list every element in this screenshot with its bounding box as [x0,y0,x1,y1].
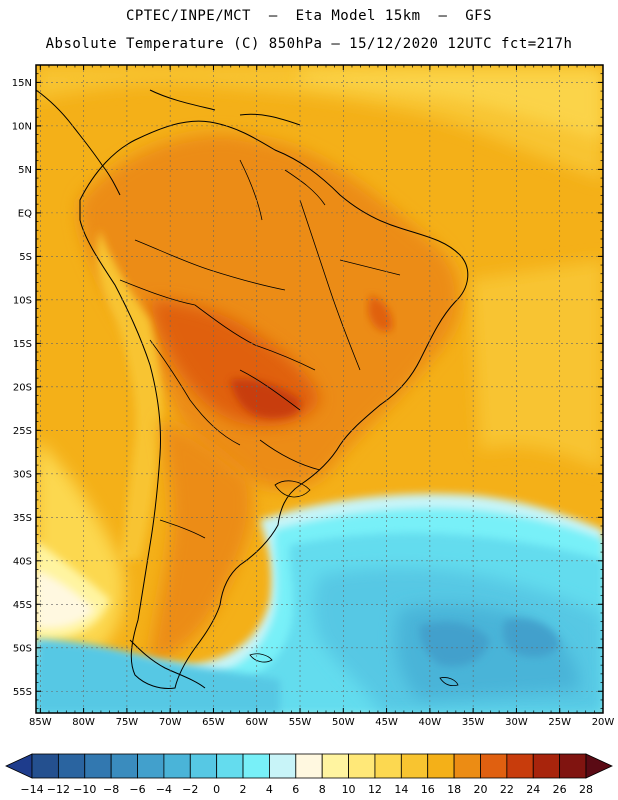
colorbar-swatch [242,753,270,779]
colorbar-label: 16 [421,783,435,796]
colorbar-swatch [559,753,587,779]
title-line-1: CPTEC/INPE/MCT – Eta Model 15km – GFS [125,8,493,24]
colorbar-label: 26 [553,783,567,796]
lon-label: 25W [548,717,571,728]
temperature-field [36,65,603,713]
lon-label: 40W [419,717,442,728]
colorbar-label: 6 [292,783,299,796]
title-line-2: Absolute Temperature (C) 850hPa – 15/12/… [45,36,573,52]
colorbar-label: −6 [129,783,145,796]
lon-label: 60W [245,717,268,728]
colorbar-swatch [84,753,112,779]
colorbar-label: −10 [73,783,96,796]
colorbar-max-arrow [585,753,613,779]
colorbar-swatch [57,753,86,779]
lat-label: 10S [13,295,32,306]
lat-label: 5S [19,252,32,263]
lat-label: 55S [13,687,32,698]
colorbar-label: 24 [526,783,540,796]
colorbar-swatch [31,753,59,779]
colorbar-label: −14 [20,783,43,796]
colorbar-swatch [163,753,191,779]
colorbar-swatch [532,753,561,779]
lon-label: 55W [289,717,312,728]
lon-label: 65W [202,717,225,728]
colorbar-label: 4 [266,783,273,796]
lon-label: 20W [592,717,615,728]
colorbar-min-arrow [5,753,33,779]
lat-label: 5N [18,165,32,176]
colorbar-label: −12 [47,783,70,796]
colorbar-label: 12 [368,783,382,796]
colorbar-swatch [348,753,376,779]
colorbar-swatch [400,753,429,779]
colorbar-swatch [269,753,297,779]
colorbar-label: −4 [156,783,172,796]
colorbar-swatch [295,753,323,779]
lat-label: 25S [13,426,32,437]
lat-label: 40S [13,556,32,567]
lat-label: 45S [13,600,32,611]
colorbar-swatch [427,753,455,779]
colorbar-swatch [453,753,481,779]
lat-label: 10N [12,121,32,132]
coastlines [36,89,469,689]
colorbar-label: −2 [182,783,198,796]
lat-label: 30S [13,469,32,480]
lat-label: 15S [13,339,32,350]
colorbar: −14 −12 −10 −8 −6 −4 −2 0 2 4 6 8 10 12 14 16 18 20 22 24 26… [5,753,613,796]
colorbar-label: 18 [447,783,461,796]
lon-label: 35W [462,717,485,728]
latitude-axis: 15N 10N 5N EQ 5S 10S 15S 20S 25S 30S 35S 40S 45S 50S 5… [12,73,603,710]
lon-label: 80W [72,717,95,728]
colorbar-swatch [506,753,534,779]
colorbar-swatch [374,753,402,779]
lon-label: 30W [505,717,528,728]
colorbar-label: 22 [500,783,514,796]
lat-label: 15N [12,78,32,89]
colorbar-swatch [110,753,138,779]
map-frame [35,64,604,714]
lat-label: 35S [13,513,32,524]
colorbar-label: −8 [103,783,119,796]
colorbar-label: 14 [394,783,408,796]
colorbar-swatch [216,753,244,779]
lon-label: 50W [332,717,355,728]
lat-label: EQ [18,208,32,219]
colorbar-label: 0 [213,783,220,796]
colorbar-label: 8 [319,783,326,796]
longitude-axis: 85W 80W 75W 70W 65W 60W 55W 50W 45W 40W 35W 30W 25W 2… [29,65,614,728]
colorbar-label: 2 [240,783,247,796]
lon-label: 70W [159,717,182,728]
colorbar-swatch [137,753,165,779]
lat-label: 50S [13,643,32,654]
lon-label: 85W [29,717,52,728]
lat-label: 20S [13,382,32,393]
lon-label: 45W [375,717,398,728]
colorbar-label: 28 [579,783,593,796]
colorbar-label: 10 [342,783,356,796]
colorbar-swatch [321,753,349,779]
colorbar-swatch [189,753,218,779]
colorbar-label: 20 [473,783,487,796]
colorbar-swatch [480,753,508,779]
lon-label: 75W [116,717,139,728]
